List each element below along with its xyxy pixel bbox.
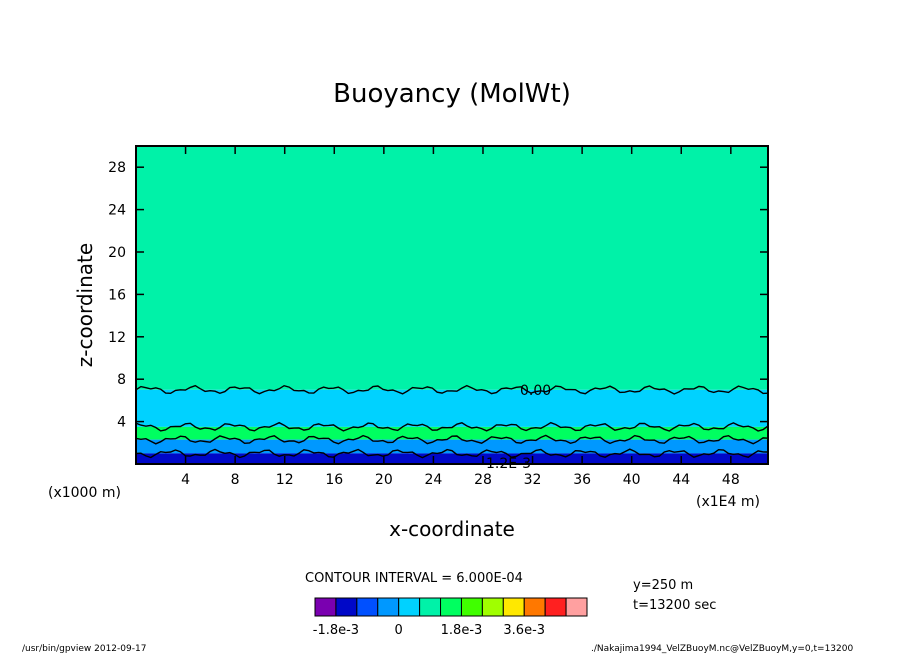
band-2 [136,426,768,440]
contour-label-zero: 0.00 [520,383,551,399]
colorbar-cell [398,597,421,617]
y-tick-label: 4 [117,415,126,431]
band-1 [136,389,768,427]
contour-line-0 [135,384,769,395]
y-ticks: 4 8 12 16 20 24 28 [108,160,768,431]
colorbar-cell [440,597,462,617]
colorbar-cell [481,597,504,617]
colorbar-tick-label: 1.8e-3 [441,623,483,638]
x-unit-label: (x1000 m) [48,485,121,501]
colorbar-cell [523,597,546,617]
x-tick-label: 20 [375,472,393,488]
chart-title: Buoyancy (MolWt) [333,79,571,109]
contour-line-3 [135,448,769,459]
colorbar-cell [356,597,379,617]
y-axis-label: z-coordinate [73,243,97,367]
colorbar-tick-label: -1.8e-3 [313,623,359,638]
x-tick-label: 24 [424,472,442,488]
colorbar-cell [335,597,358,617]
x-tick-label: 40 [623,472,641,488]
x-tick-label: 8 [231,472,240,488]
colorbar-cell [565,597,588,617]
colorbar-cell [544,597,567,617]
colorbar-cell [419,597,442,617]
x-tick-label: 36 [573,472,591,488]
x-multiplier-label: (x1E4 m) [696,494,760,510]
contour-label-positive: 1.2E-3 [486,456,531,472]
y-tick-label: 16 [108,287,126,303]
y-tick-label: 20 [108,245,126,261]
colorbar-cell [377,597,400,617]
x-ticks: 4 8 12 16 20 24 28 32 36 40 44 48 [181,146,740,488]
plot-frame [135,145,769,465]
contour-bands [136,146,768,464]
x-axis-label: x-coordinate [389,517,515,541]
colorbar [314,597,588,617]
x-tick-label: 12 [276,472,294,488]
x-tick-label: 32 [524,472,542,488]
colorbar-tick-label: 3.6e-3 [503,623,545,638]
contour-lines [135,384,769,459]
contour-line-2 [135,434,769,445]
x-tick-label: 48 [722,472,740,488]
colorbar-tick-labels: -1.8e-3 0 1.8e-3 3.6e-3 [313,623,545,638]
x-tick-label: 16 [325,472,343,488]
colorbar-cell [314,597,337,617]
band-0 [136,146,768,390]
y-tick-label: 8 [117,372,126,388]
colorbar-cell [502,597,525,617]
y-tick-label: 24 [108,203,126,219]
footer-left: /usr/bin/gpview 2012-09-17 [22,644,146,654]
contour-interval: CONTOUR INTERVAL = 6.000E-04 [305,571,523,586]
x-tick-label: 4 [181,472,190,488]
footer-right: ./Nakajima1994_VelZBuoyM.nc@VelZBuoyM,y=… [591,644,853,654]
y-tick-label: 12 [108,330,126,346]
band-4 [136,453,768,464]
colorbar-cell [460,597,483,617]
x-tick-label: 28 [474,472,492,488]
y-tick-label: 28 [108,160,126,176]
contour-line-1 [135,421,769,432]
time-text: t=13200 sec [633,598,716,613]
colorbar-tick-label: 0 [395,623,403,638]
location-text: y=250 m [633,578,693,593]
x-tick-label: 44 [672,472,690,488]
